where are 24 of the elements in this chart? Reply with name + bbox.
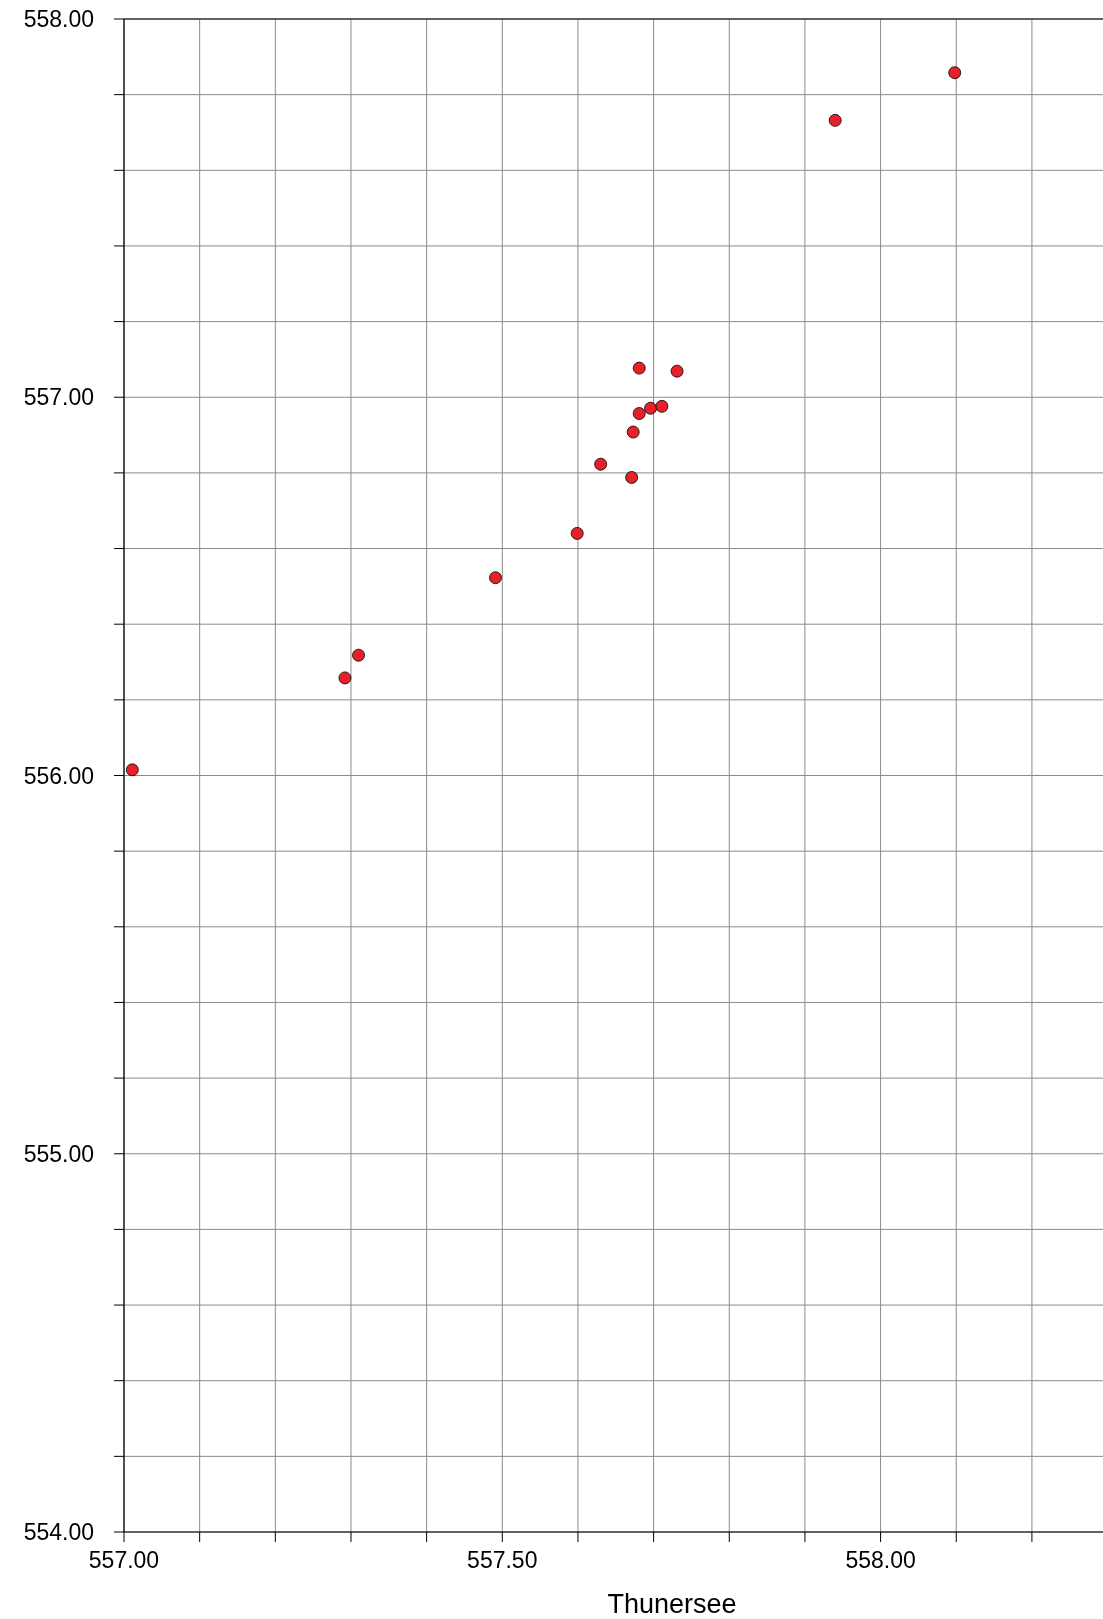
point <box>632 361 646 375</box>
point <box>570 527 584 540</box>
y-tick-label: 554.00 <box>23 1519 94 1545</box>
point <box>828 113 842 127</box>
y-tick-label: 555.00 <box>23 1140 94 1167</box>
point <box>594 457 608 471</box>
point <box>644 401 657 415</box>
point <box>632 407 646 420</box>
y-tick-label: 556.00 <box>23 762 94 789</box>
y-tick-label: 558.00 <box>23 6 94 32</box>
x-tick-label: 557.50 <box>467 1547 538 1573</box>
point <box>352 648 365 662</box>
point <box>670 364 684 378</box>
point <box>489 571 502 585</box>
point <box>626 425 640 439</box>
point <box>125 763 139 777</box>
point <box>338 671 352 685</box>
y-tick-label: 557.00 <box>23 384 94 411</box>
x-axis-title: Thunersee <box>607 1589 737 1619</box>
point <box>655 399 669 413</box>
point <box>625 471 639 484</box>
x-tick-label: 557.00 <box>88 1547 160 1573</box>
point <box>948 66 962 80</box>
x-tick-label: 558.00 <box>845 1547 916 1573</box>
